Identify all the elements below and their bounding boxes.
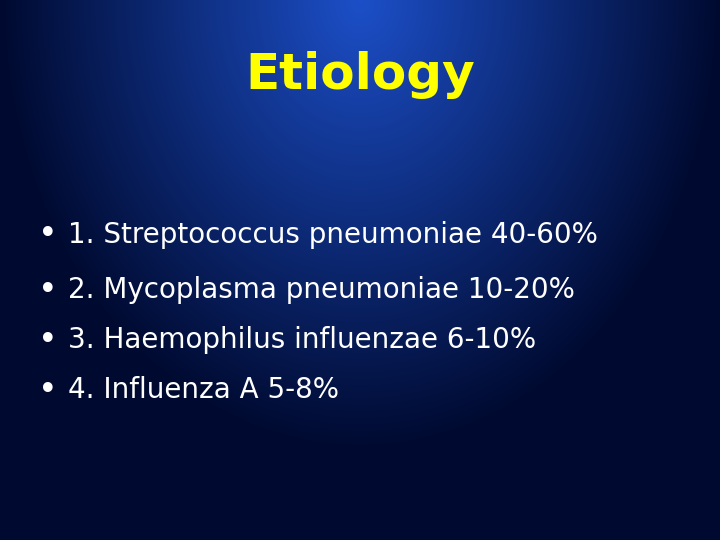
Text: 4. Influenza A 5-8%: 4. Influenza A 5-8% — [68, 376, 339, 404]
Text: 3. Haemophilus influenzae 6-10%: 3. Haemophilus influenzae 6-10% — [68, 326, 536, 354]
Text: 1. Streptococcus pneumoniae 40-60%: 1. Streptococcus pneumoniae 40-60% — [68, 221, 598, 249]
Text: •: • — [38, 374, 58, 407]
Text: •: • — [38, 323, 58, 356]
Text: •: • — [38, 219, 58, 252]
Text: Etiology: Etiology — [245, 51, 475, 99]
Text: •: • — [38, 273, 58, 307]
Text: 2. Mycoplasma pneumoniae 10-20%: 2. Mycoplasma pneumoniae 10-20% — [68, 276, 575, 304]
